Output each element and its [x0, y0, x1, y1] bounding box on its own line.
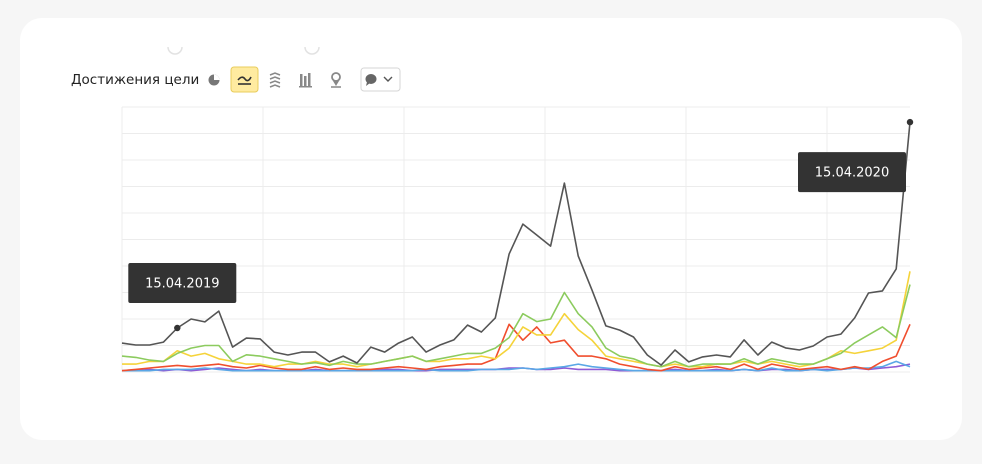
series-line: [121, 122, 911, 366]
map-button[interactable]: [331, 72, 341, 88]
series-line: [122, 360, 911, 372]
comment-dropdown[interactable]: [360, 67, 401, 92]
series-line: [121, 323, 911, 372]
cut-control: [304, 46, 320, 55]
point-marker: [906, 118, 914, 126]
line-button[interactable]: [230, 66, 259, 93]
series-line: [122, 271, 911, 368]
stacked-button[interactable]: [269, 72, 281, 88]
series-line: [121, 284, 911, 368]
tooltip-date: 15.04.2020: [815, 166, 889, 181]
tooltip: [128, 263, 237, 304]
card: [20, 18, 962, 440]
tooltip-date: 15.04.2019: [145, 277, 219, 292]
toolbar-title: Достижения цели: [71, 72, 199, 88]
bar-button[interactable]: [299, 73, 312, 88]
tooltip: [798, 152, 906, 193]
pie-button[interactable]: [208, 74, 220, 86]
point-marker: [174, 324, 181, 332]
cut-control: [167, 46, 183, 55]
